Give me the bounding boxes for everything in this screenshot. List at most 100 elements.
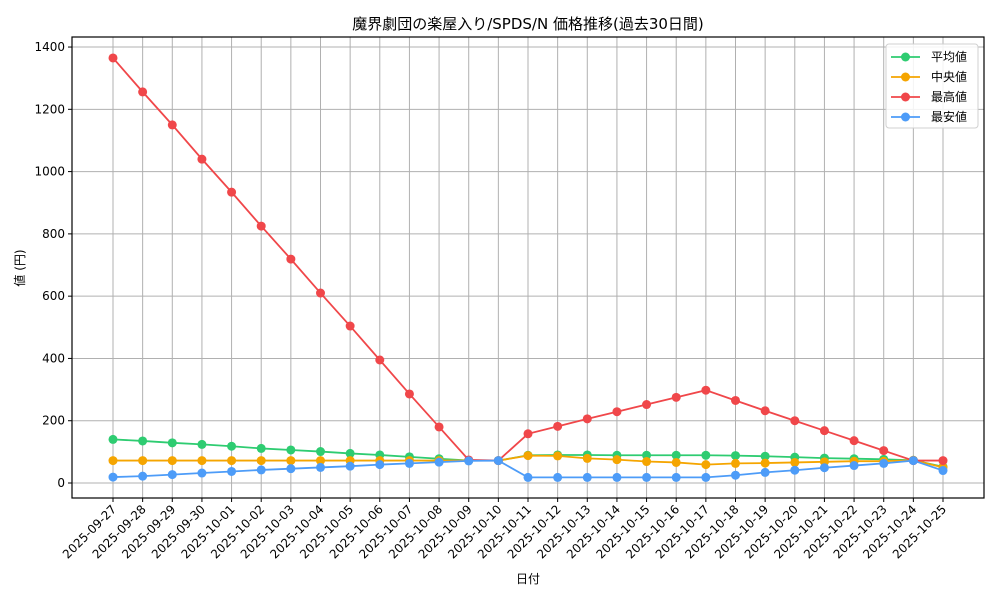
data-point: [642, 457, 652, 467]
chart-title: 魔界劇団の楽屋入り/SPDS/N 価格推移(過去30日間): [352, 15, 704, 33]
data-point: [642, 472, 652, 482]
data-point: [375, 460, 385, 470]
data-point: [938, 466, 948, 476]
series-line: [108, 451, 948, 472]
y-axis: 0 200 400 600 800 1000 1200 1400: [34, 40, 72, 490]
data-point: [464, 456, 474, 466]
legend-item: 中央値: [891, 69, 967, 84]
data-point: [731, 395, 740, 405]
legend-item: 最高値: [891, 89, 967, 104]
data-point: [523, 451, 533, 461]
data-point: [316, 462, 325, 472]
data-point: [197, 468, 207, 478]
data-point: [227, 466, 237, 476]
data-point: [612, 472, 622, 482]
data-point: [849, 436, 859, 446]
data-point: [434, 457, 444, 467]
data-point: [167, 470, 177, 480]
data-point: [731, 451, 740, 461]
y-tick-label: 1200: [34, 102, 65, 116]
svg-text:平均値: 平均値: [931, 49, 967, 64]
data-point: [582, 453, 592, 463]
data-point: [523, 472, 533, 482]
svg-text:最高値: 最高値: [931, 89, 967, 104]
data-point: [790, 457, 800, 467]
data-point: [790, 416, 800, 426]
data-point: [197, 154, 207, 164]
data-point: [612, 407, 622, 417]
data-point: [345, 461, 355, 471]
data-point: [879, 458, 889, 468]
data-point: [108, 53, 118, 63]
svg-text:中央値: 中央値: [931, 69, 967, 84]
data-point: [701, 385, 711, 395]
data-point: [701, 472, 711, 482]
y-tick-label: 1000: [34, 165, 65, 179]
data-point: [760, 451, 770, 461]
data-point: [849, 461, 859, 471]
y-axis-label: 値 (円): [12, 249, 27, 286]
data-point: [493, 456, 503, 466]
svg-text:最安値: 最安値: [931, 109, 967, 124]
data-point: [938, 456, 948, 466]
data-point: [790, 465, 800, 475]
data-series: [108, 53, 948, 482]
data-point: [316, 447, 325, 457]
data-point: [108, 456, 118, 466]
data-point: [582, 472, 592, 482]
data-point: [582, 414, 592, 424]
data-point: [642, 450, 652, 460]
data-point: [908, 456, 918, 466]
data-point: [256, 221, 266, 231]
data-point: [138, 87, 148, 97]
data-point: [760, 467, 770, 477]
data-point: [286, 456, 296, 466]
data-point: [286, 254, 296, 264]
data-point: [345, 321, 355, 331]
data-point: [553, 451, 563, 461]
data-point: [108, 434, 118, 444]
data-point: [642, 400, 652, 410]
data-point: [553, 421, 563, 431]
data-point: [701, 460, 711, 470]
data-point: [701, 450, 711, 460]
data-point: [138, 456, 148, 466]
series-line: [108, 53, 948, 466]
data-point: [227, 187, 237, 197]
data-point: [138, 436, 148, 446]
data-point: [138, 471, 148, 481]
data-point: [227, 441, 237, 451]
data-point: [553, 472, 563, 482]
data-point: [167, 438, 177, 448]
data-point: [731, 458, 740, 468]
data-point: [731, 470, 740, 480]
data-point: [879, 446, 889, 456]
data-point: [286, 445, 296, 455]
data-point: [819, 426, 829, 436]
data-point: [256, 443, 266, 453]
data-point: [523, 429, 533, 439]
series-line: [108, 456, 948, 482]
grid-lines: [72, 37, 984, 498]
data-point: [167, 120, 177, 130]
legend-item: 最安値: [891, 109, 967, 124]
data-point: [167, 456, 177, 466]
data-point: [316, 456, 325, 466]
data-point: [197, 439, 207, 449]
data-point: [612, 455, 622, 465]
data-point: [760, 406, 770, 416]
y-tick-label: 800: [42, 227, 65, 241]
data-point: [819, 463, 829, 473]
data-point: [375, 355, 385, 365]
data-point: [671, 472, 681, 482]
x-axis-label: 日付: [516, 572, 540, 586]
y-tick-label: 200: [42, 414, 65, 428]
data-point: [404, 389, 414, 399]
y-tick-label: 600: [42, 289, 65, 303]
data-point: [671, 392, 681, 402]
y-tick-label: 1400: [34, 40, 65, 54]
data-point: [256, 465, 266, 475]
data-point: [345, 448, 355, 458]
